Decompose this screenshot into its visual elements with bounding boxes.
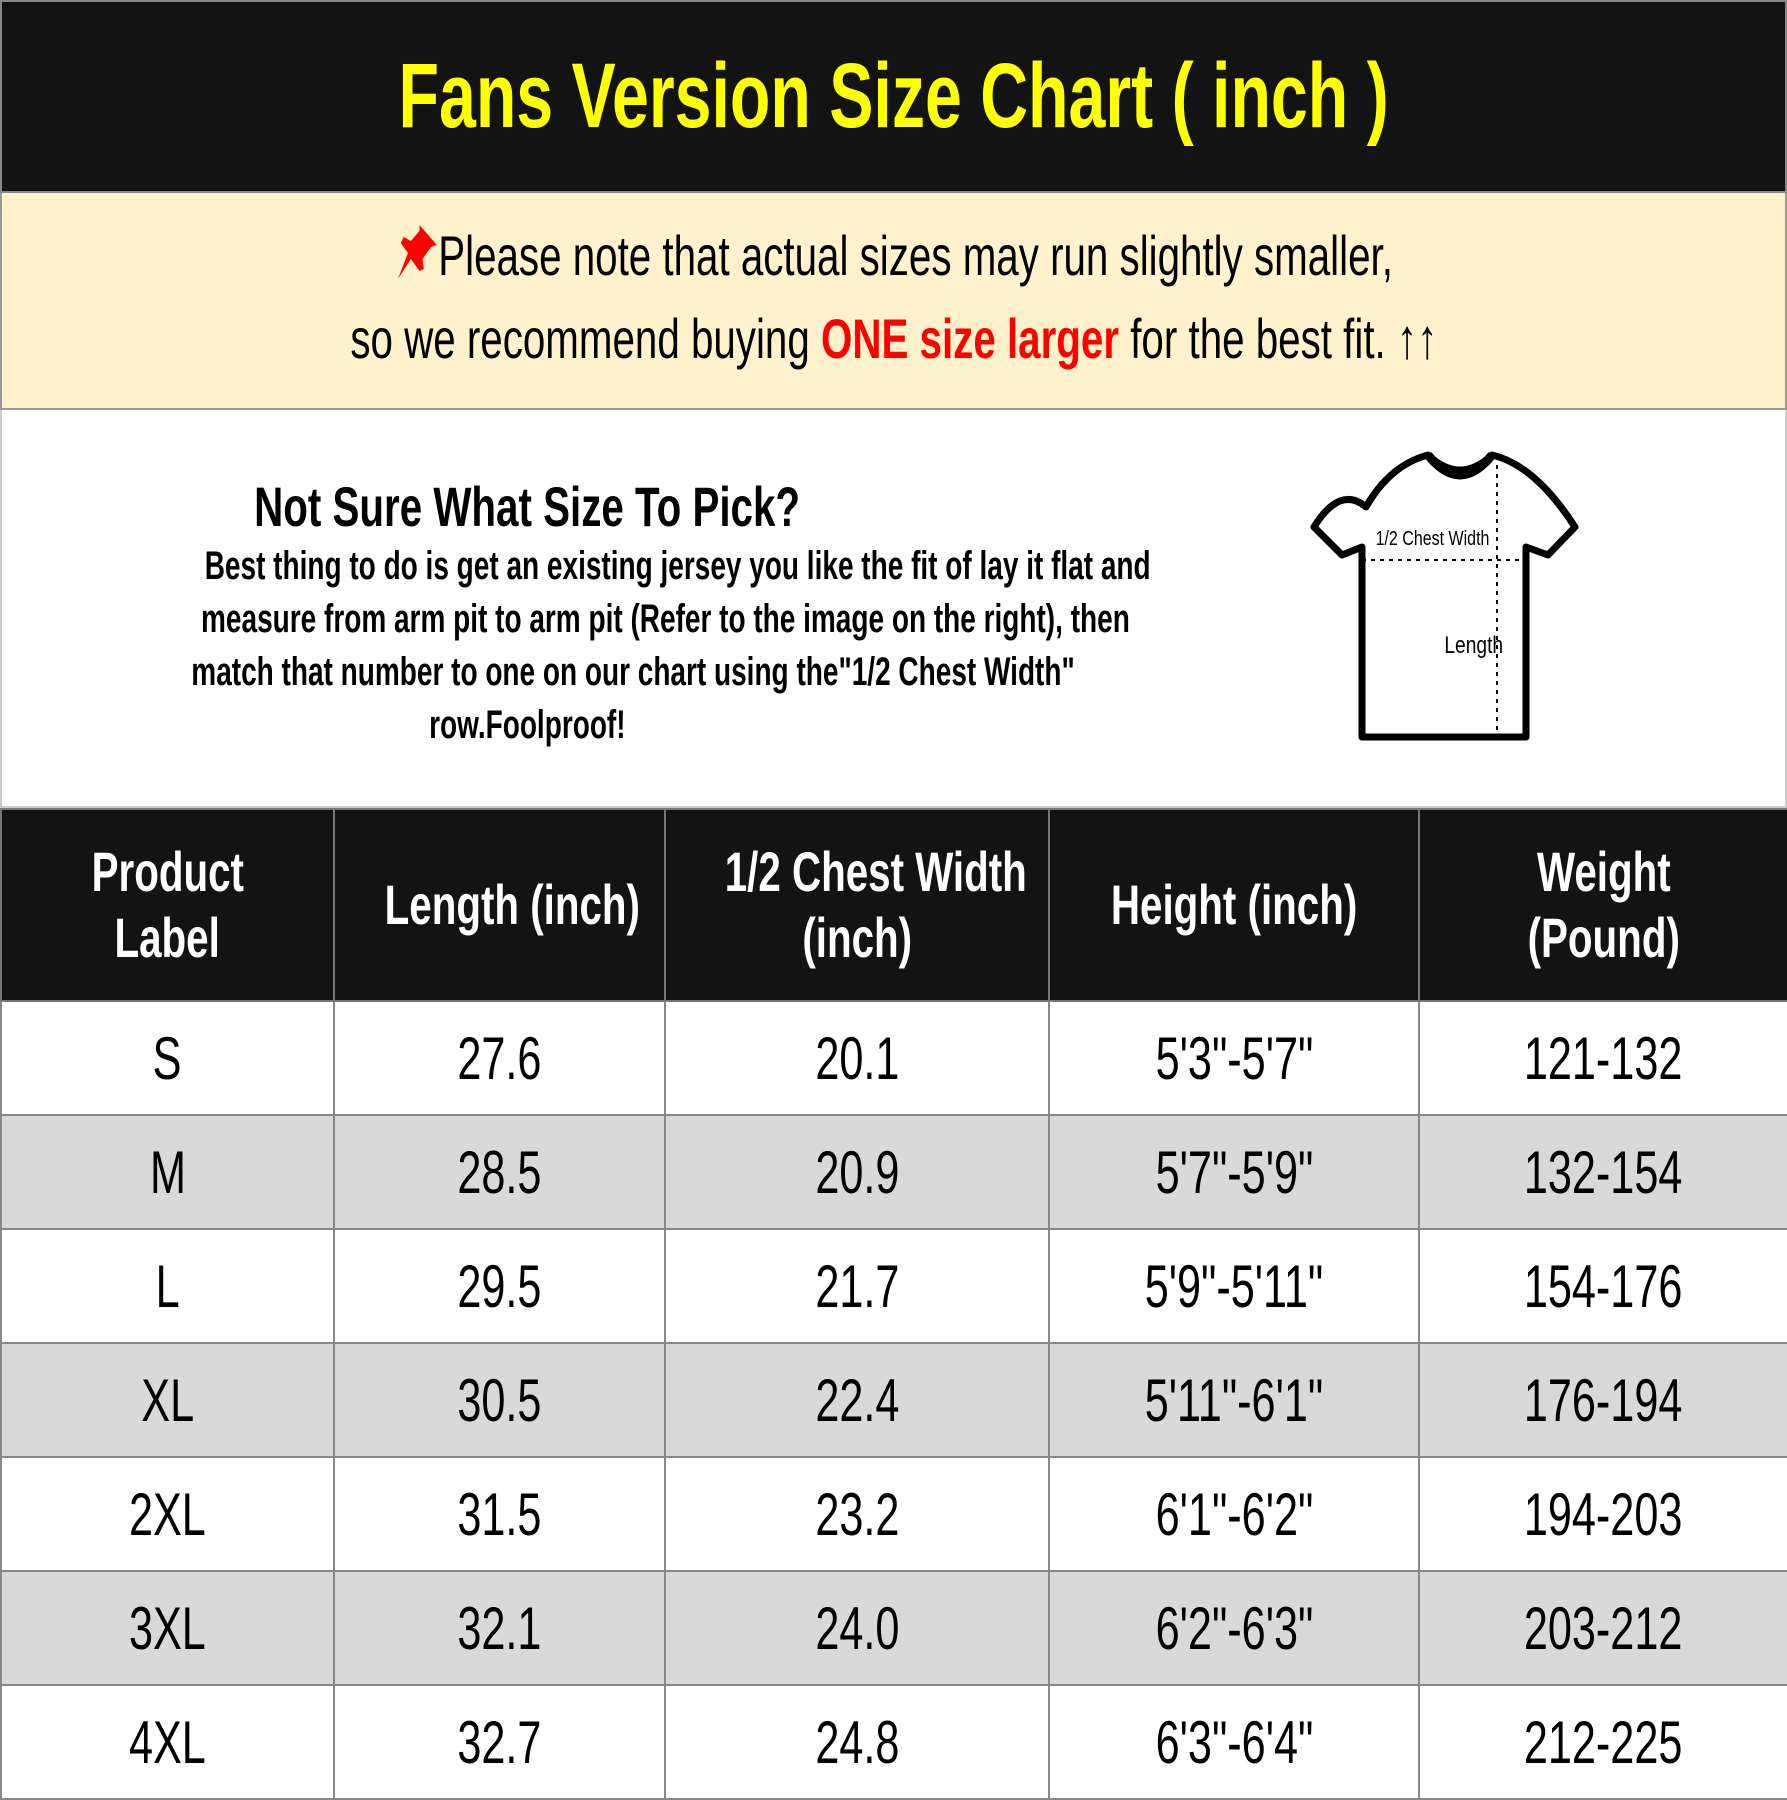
cell-length: 29.5 bbox=[333, 1228, 666, 1344]
cell-size: S bbox=[0, 1000, 335, 1116]
size-help: Not Sure What Size To Pick? Best thing t… bbox=[0, 410, 1787, 808]
svg-text:1/2 Chest Width: 1/2 Chest Width bbox=[1376, 527, 1490, 549]
cell-size: M bbox=[0, 1114, 335, 1230]
cell-height: 5'11"-6'1" bbox=[1048, 1342, 1420, 1458]
size-table: Product Label Length (inch) 1/2 Chest Wid… bbox=[0, 808, 1787, 1800]
cell-weight: 154-176 bbox=[1418, 1228, 1787, 1344]
cell-size: 4XL bbox=[0, 1684, 335, 1800]
table-row: 3XL 32.1 24.0 6'2"-6'3" 203-212 bbox=[0, 1570, 1787, 1686]
cell-size: XL bbox=[0, 1342, 335, 1458]
cell-weight: 121-132 bbox=[1418, 1000, 1787, 1116]
cell-length: 30.5 bbox=[333, 1342, 666, 1458]
cell-weight: 176-194 bbox=[1418, 1342, 1787, 1458]
cell-length: 27.6 bbox=[333, 1000, 666, 1116]
cell-chest-width: 22.4 bbox=[664, 1342, 1050, 1458]
help-heading: Not Sure What Size To Pick? bbox=[254, 475, 800, 538]
cell-height: 5'7"-5'9" bbox=[1048, 1114, 1420, 1230]
pushpin-icon bbox=[397, 225, 437, 279]
cell-size: 2XL bbox=[0, 1456, 335, 1572]
cell-size: 3XL bbox=[0, 1570, 335, 1686]
cell-chest-width: 20.1 bbox=[664, 1000, 1050, 1116]
table-row: 4XL 32.7 24.8 6'3"-6'4" 212-225 bbox=[0, 1684, 1787, 1800]
cell-height: 6'2"-6'3" bbox=[1048, 1570, 1420, 1686]
cell-height: 6'1"-6'2" bbox=[1048, 1456, 1420, 1572]
page-title: Fans Version Size Chart ( inch ) bbox=[0, 0, 1787, 193]
cell-weight: 132-154 bbox=[1418, 1114, 1787, 1230]
header-chest-width: 1/2 Chest Width (inch) bbox=[664, 808, 1050, 1002]
help-text: Best thing to do is get an existing jers… bbox=[191, 544, 1151, 747]
header-weight: Weight (Pound) bbox=[1418, 808, 1787, 1002]
cell-length: 32.7 bbox=[333, 1684, 666, 1800]
cell-weight: 212-225 bbox=[1418, 1684, 1787, 1800]
cell-chest-width: 23.2 bbox=[664, 1456, 1050, 1572]
header-length: Length (inch) bbox=[333, 808, 666, 1002]
table-row: XL 30.5 22.4 5'11"-6'1" 176-194 bbox=[0, 1342, 1787, 1458]
cell-length: 32.1 bbox=[333, 1570, 666, 1686]
cell-weight: 203-212 bbox=[1418, 1570, 1787, 1686]
cell-chest-width: 24.8 bbox=[664, 1684, 1050, 1800]
size-note: Please note that actual sizes may run sl… bbox=[0, 193, 1787, 410]
cell-chest-width: 24.0 bbox=[664, 1570, 1050, 1686]
header-product-label: Product Label bbox=[0, 808, 335, 1002]
cell-chest-width: 20.9 bbox=[664, 1114, 1050, 1230]
cell-weight: 194-203 bbox=[1418, 1456, 1787, 1572]
cell-length: 31.5 bbox=[333, 1456, 666, 1572]
cell-height: 5'9"-5'11" bbox=[1048, 1228, 1420, 1344]
table-row: L 29.5 21.7 5'9"-5'11" 154-176 bbox=[0, 1228, 1787, 1344]
cell-size: L bbox=[0, 1228, 335, 1344]
table-row: M 28.5 20.9 5'7"-5'9" 132-154 bbox=[0, 1114, 1787, 1230]
table-header: Product Label Length (inch) 1/2 Chest Wid… bbox=[0, 808, 1787, 1002]
up-arrows-icon: ↑↑ bbox=[1396, 307, 1437, 370]
header-height: Height (inch) bbox=[1048, 808, 1420, 1002]
cell-length: 28.5 bbox=[333, 1114, 666, 1230]
tshirt-diagram-icon: 1/2 Chest Width Length bbox=[1310, 451, 1579, 741]
svg-text:Length: Length bbox=[1444, 631, 1503, 659]
table-row: S 27.6 20.1 5'3"-5'7" 121-132 bbox=[0, 1000, 1787, 1116]
cell-height: 6'3"-6'4" bbox=[1048, 1684, 1420, 1800]
cell-chest-width: 21.7 bbox=[664, 1228, 1050, 1344]
cell-height: 5'3"-5'7" bbox=[1048, 1000, 1420, 1116]
table-row: 2XL 31.5 23.2 6'1"-6'2" 194-203 bbox=[0, 1456, 1787, 1572]
